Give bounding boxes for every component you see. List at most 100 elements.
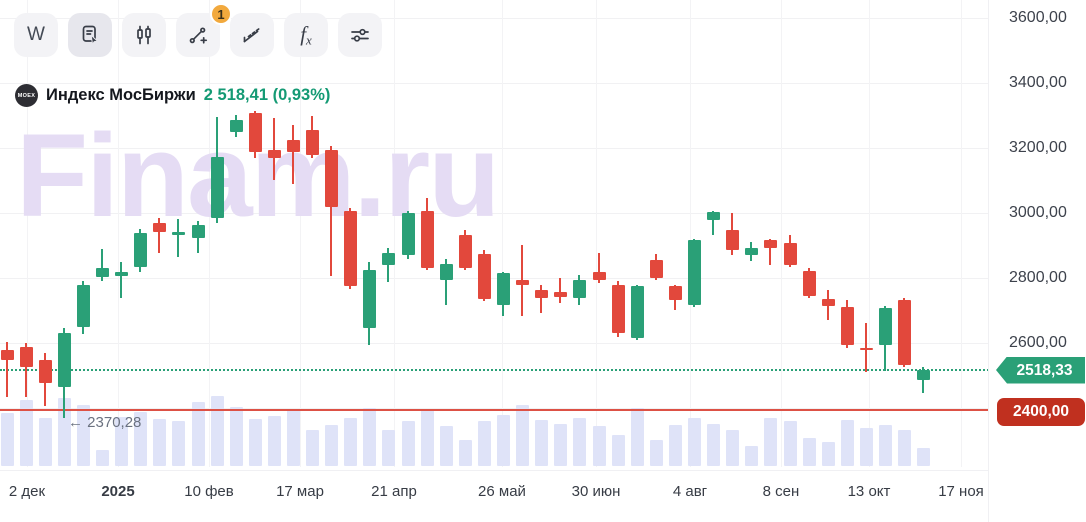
candle-body bbox=[249, 113, 262, 152]
volume-bar bbox=[172, 421, 185, 466]
candle-wick bbox=[540, 285, 542, 314]
volume-bar bbox=[58, 398, 71, 466]
candle-wick bbox=[101, 248, 103, 282]
candlestick-icon bbox=[132, 23, 156, 47]
candle-wick bbox=[769, 239, 771, 265]
candle-body bbox=[650, 260, 663, 278]
instrument-name: Индекс МосБиржи bbox=[46, 86, 196, 104]
low-price-annotation: ← 2370,28 bbox=[68, 414, 141, 431]
volume-bar bbox=[745, 446, 758, 466]
candle-wick bbox=[273, 118, 275, 180]
volume-bar bbox=[669, 425, 682, 466]
candle-body bbox=[593, 271, 606, 280]
candle-body bbox=[306, 130, 319, 155]
volume-bar bbox=[344, 418, 357, 466]
moex-logo: MOEX bbox=[15, 84, 38, 107]
candle-body bbox=[211, 157, 224, 218]
volume-bar bbox=[688, 418, 701, 466]
time-axis-label: 21 апр bbox=[371, 483, 417, 500]
candle-body bbox=[841, 307, 854, 346]
candle-body bbox=[172, 231, 185, 235]
candle-body bbox=[860, 347, 873, 351]
channel-tool-button[interactable] bbox=[230, 13, 274, 57]
time-axis-label: 10 фев bbox=[184, 483, 234, 500]
candle-body bbox=[516, 280, 529, 286]
h-gridline bbox=[0, 343, 988, 344]
volume-bar bbox=[478, 421, 491, 466]
v-gridline bbox=[869, 0, 870, 467]
volume-bar bbox=[192, 402, 205, 466]
time-axis-label: 17 ноя bbox=[938, 483, 984, 500]
volume-bar bbox=[612, 435, 625, 466]
volume-bar bbox=[822, 442, 835, 466]
candle-body bbox=[1, 350, 14, 360]
price-axis-label: 2800,00 bbox=[1009, 269, 1067, 286]
volume-bar bbox=[573, 418, 586, 466]
volume-bar bbox=[39, 418, 52, 466]
chart-canvas[interactable]: Finam.ru ← 2370,28 bbox=[0, 0, 988, 470]
volume-bar bbox=[707, 424, 720, 466]
candle-body bbox=[784, 242, 797, 265]
candle-body bbox=[115, 272, 128, 277]
timeframe-label: W bbox=[27, 24, 45, 45]
h-gridline bbox=[0, 213, 988, 214]
v-gridline bbox=[690, 0, 691, 467]
volume-bar bbox=[421, 409, 434, 466]
v-gridline bbox=[118, 0, 119, 467]
candle-body bbox=[382, 252, 395, 265]
v-gridline bbox=[27, 0, 28, 467]
candle-wick bbox=[330, 146, 332, 277]
volume-bar bbox=[516, 405, 529, 466]
price-axis-label: 3200,00 bbox=[1009, 139, 1067, 156]
candle-wick bbox=[712, 211, 714, 236]
volume-bar bbox=[382, 430, 395, 466]
candle-body bbox=[39, 359, 52, 384]
volume-bar bbox=[440, 426, 453, 466]
candle-body bbox=[535, 290, 548, 299]
candle-body bbox=[402, 213, 415, 255]
candle-body bbox=[554, 291, 567, 297]
candle-body bbox=[612, 284, 625, 334]
drawing-tool-button[interactable]: 1 bbox=[176, 3, 232, 57]
candle-body bbox=[344, 210, 357, 286]
volume-bar bbox=[917, 448, 930, 466]
h-gridline bbox=[0, 148, 988, 149]
instrument-quote[interactable]: MOEX Индекс МосБиржи 2 518,41 (0,93%) bbox=[15, 84, 330, 107]
settings-button[interactable] bbox=[338, 13, 382, 57]
candle-wick bbox=[158, 217, 160, 253]
indicators-button[interactable]: fx bbox=[284, 13, 328, 57]
volume-bar bbox=[631, 408, 644, 466]
current-price-badge: 2518,33 bbox=[996, 356, 1085, 384]
v-gridline bbox=[394, 0, 395, 467]
candle-body bbox=[153, 223, 166, 232]
candle-wick bbox=[559, 278, 561, 304]
volume-bar bbox=[287, 409, 300, 466]
current-price-line bbox=[0, 368, 988, 371]
v-gridline bbox=[596, 0, 597, 467]
volume-bar bbox=[402, 421, 415, 466]
channel-icon bbox=[240, 23, 264, 47]
candle-body bbox=[134, 233, 147, 267]
candle-body bbox=[459, 235, 472, 269]
chart-style-button[interactable] bbox=[122, 13, 166, 57]
candle-wick bbox=[865, 322, 867, 373]
volume-bar bbox=[230, 407, 243, 466]
volume-bar bbox=[1, 413, 14, 466]
time-axis[interactable]: 2 дек 2025 10 фев 17 мар 21 апр 26 май 30 июн 4… bbox=[0, 470, 988, 522]
timeframe-button[interactable]: W bbox=[14, 13, 58, 57]
time-axis-label: 30 июн bbox=[571, 483, 621, 500]
candle-body bbox=[77, 285, 90, 327]
time-axis-label: 2025 bbox=[101, 483, 135, 500]
candle-body bbox=[230, 120, 243, 132]
instrument-price: 2 518,41 (0,93%) bbox=[203, 86, 331, 104]
left-arrow-icon: ← bbox=[68, 414, 83, 431]
candle-body bbox=[58, 333, 71, 387]
candle-wick bbox=[25, 343, 27, 397]
price-axis[interactable]: 2518,33 2400,00 3600,00 3400,00 3200,00 300… bbox=[988, 0, 1086, 522]
h-gridline bbox=[0, 18, 988, 19]
volume-bar bbox=[77, 405, 90, 466]
time-axis-label: 17 мар bbox=[276, 483, 324, 500]
chart-layout-button[interactable] bbox=[68, 13, 112, 57]
h-gridline bbox=[0, 408, 988, 409]
